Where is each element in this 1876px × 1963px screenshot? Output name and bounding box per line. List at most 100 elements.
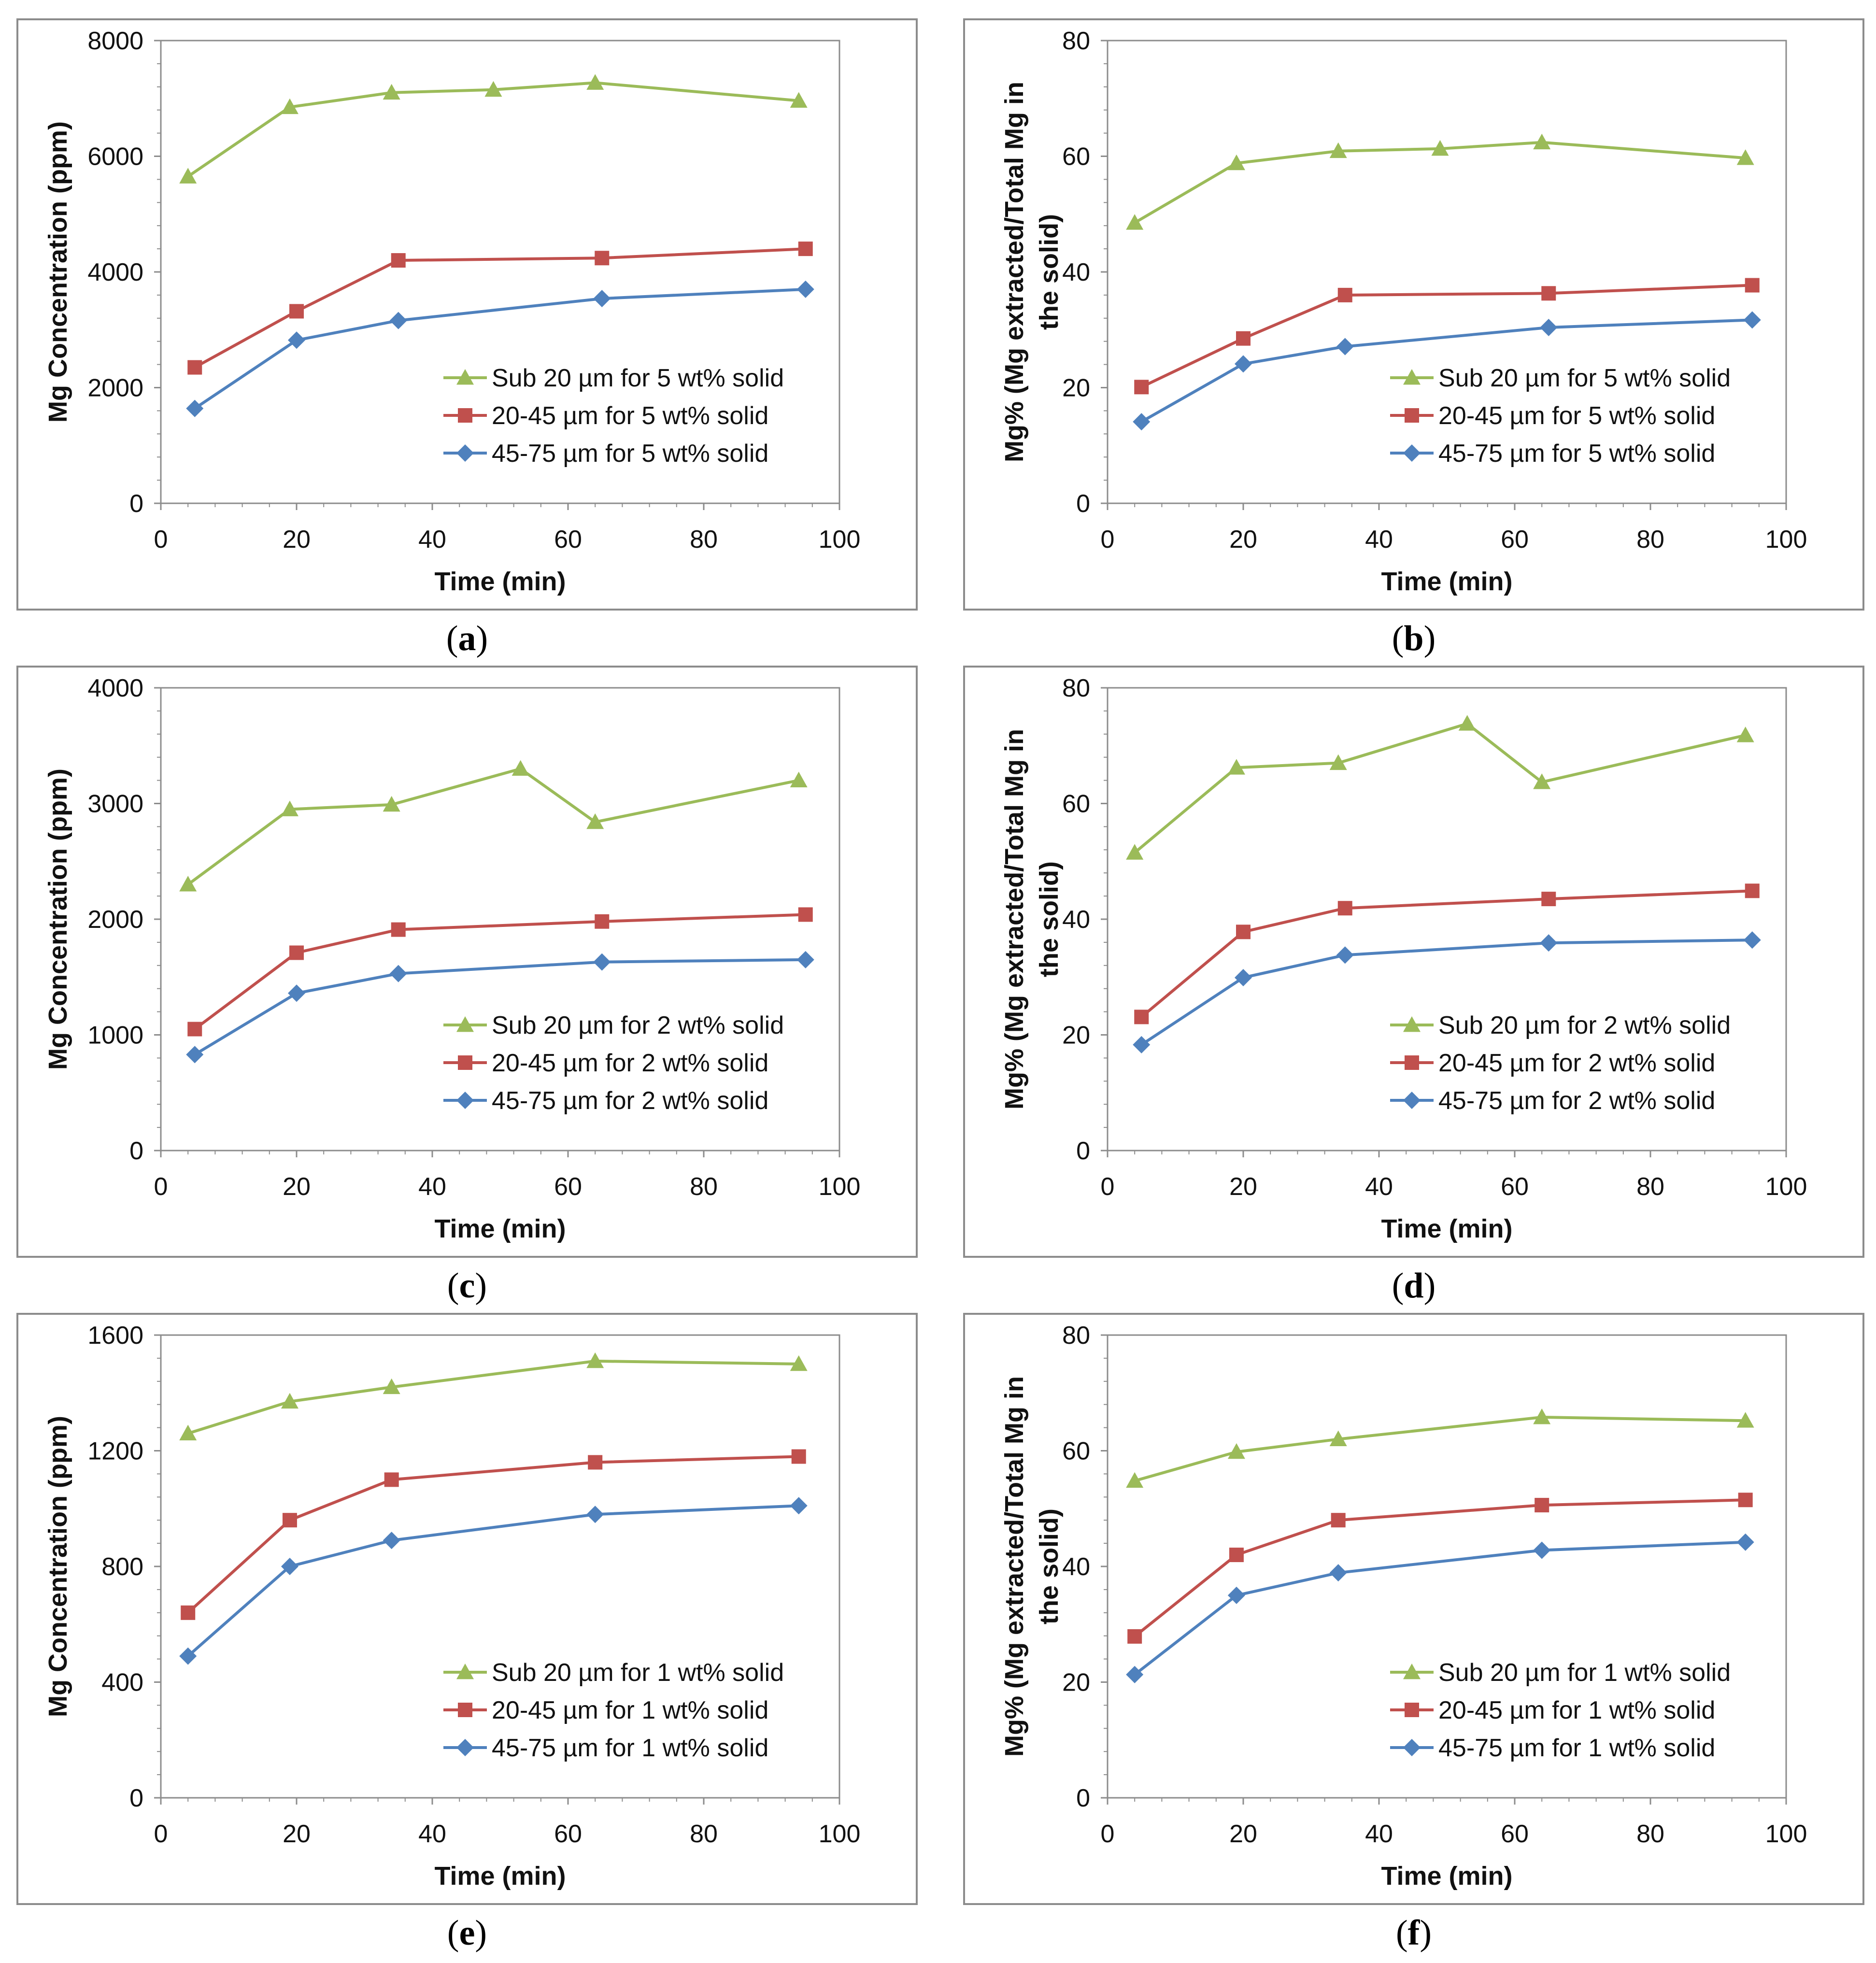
data-point — [586, 813, 604, 829]
data-point — [1736, 149, 1754, 165]
x-tick-label: 80 — [690, 1173, 718, 1201]
data-point — [1431, 140, 1449, 156]
y-tick-label: 800 — [101, 1553, 143, 1581]
data-point — [186, 399, 204, 417]
y-tick-label: 0 — [1076, 1137, 1090, 1165]
series-line — [1134, 1498, 1746, 1638]
x-axis-title: Time (min) — [1381, 1214, 1512, 1243]
legend-marker — [1405, 408, 1419, 423]
y-tick-label: 400 — [101, 1669, 143, 1697]
plot-area — [1107, 1334, 1787, 1799]
data-point — [383, 1378, 400, 1394]
data-point — [187, 360, 202, 375]
series-line — [187, 1359, 799, 1435]
data-point — [1533, 773, 1551, 789]
data-point — [791, 1449, 806, 1464]
legend-label: Sub 20 µm for 1 wt% solid — [492, 1659, 784, 1687]
x-tick-label: 20 — [283, 526, 311, 554]
plot-group: 0 2000 4000 6000 8000 0 20 40 60 80 100 Time (min) M… — [43, 27, 860, 596]
legend-marker — [456, 1092, 474, 1109]
data-point — [384, 1472, 399, 1487]
y-tick-label: 2000 — [87, 906, 143, 934]
legend-marker — [1403, 1092, 1421, 1109]
series-line — [1140, 889, 1752, 1018]
data-point — [790, 1497, 808, 1515]
x-tick-label: 100 — [1765, 1173, 1807, 1201]
data-point — [1458, 715, 1476, 731]
x-tick-label: 40 — [418, 1173, 446, 1201]
x-tick-label: 20 — [1229, 1820, 1257, 1848]
data-point — [179, 876, 197, 892]
legend-marker — [1405, 1703, 1419, 1717]
legend-label: 20-45 µm for 5 wt% solid — [492, 402, 768, 430]
data-point — [1126, 1665, 1144, 1683]
x-tick-label: 20 — [1229, 526, 1257, 554]
data-point — [1533, 133, 1551, 150]
series-line — [194, 958, 806, 1056]
legend-marker — [1403, 1739, 1421, 1756]
data-point — [1540, 934, 1558, 952]
y-axis-title: Mg Concentration (ppm) — [43, 1416, 72, 1717]
data-point — [1736, 726, 1754, 742]
y-axis-title: Mg Concentration (ppm) — [43, 768, 72, 1070]
x-tick-label: 60 — [1501, 1173, 1529, 1201]
caption-a: (a) — [446, 619, 488, 658]
caption-b: (b) — [1392, 619, 1436, 658]
y-tick-label: 20 — [1062, 374, 1090, 402]
y-tick-label: 40 — [1062, 906, 1090, 934]
series-line — [1134, 1416, 1746, 1482]
x-tick-label: 80 — [1636, 1173, 1664, 1201]
data-point — [790, 1355, 808, 1371]
legend-marker — [458, 408, 472, 423]
legend-marker — [458, 1703, 472, 1717]
legend-marker — [1403, 1016, 1421, 1032]
chart-panel-b: 0 20 40 60 80 0 20 40 60 80 100 Time (min) Mg% (Mg e… — [963, 18, 1864, 611]
y-axis-title: Mg% (Mg extracted/Total Mg in the solid) — [1000, 1376, 1064, 1757]
data-point — [281, 800, 298, 816]
x-tick-label: 20 — [1229, 1173, 1257, 1201]
data-point — [282, 1513, 297, 1528]
legend-label: 45-75 µm for 5 wt% solid — [492, 440, 768, 468]
data-point — [1743, 311, 1761, 329]
chart-panel-e: 0 400 800 1200 1600 0 20 40 60 80 100 Time (min) Mg … — [16, 1313, 918, 1905]
data-point — [1533, 1408, 1551, 1424]
legend-marker — [458, 1055, 472, 1070]
x-tick-label: 0 — [1101, 526, 1115, 554]
y-tick-label: 20 — [1062, 1022, 1090, 1050]
data-point — [383, 1532, 400, 1550]
data-point — [179, 168, 197, 184]
x-tick-label: 80 — [690, 526, 718, 554]
data-point — [383, 796, 400, 812]
data-point — [798, 907, 813, 922]
data-point — [512, 760, 529, 776]
y-tick-label: 0 — [129, 490, 143, 518]
caption-f: (f) — [1396, 1913, 1432, 1953]
data-point — [1743, 931, 1761, 949]
y-axis-title: Mg% (Mg extracted/Total Mg in the solid) — [1000, 729, 1064, 1110]
x-axis-title: Time (min) — [434, 1862, 566, 1891]
data-point — [1227, 1586, 1245, 1604]
data-point — [281, 1393, 298, 1409]
data-point — [586, 74, 604, 90]
y-axis-title: Mg% (Mg extracted/Total Mg in the solid) — [1000, 82, 1064, 462]
y-tick-label: 4000 — [87, 674, 143, 702]
chart-f-svg: 0 20 40 60 80 0 20 40 60 80 100 Time (min) Mg% (Mg e… — [1000, 1322, 1807, 1891]
data-point — [1329, 142, 1347, 158]
y-tick-label: 40 — [1062, 258, 1090, 286]
y-axis-title-line: Mg% (Mg extracted/Total Mg in — [1000, 1376, 1029, 1757]
caption-c: (c) — [447, 1266, 487, 1306]
data-point — [1236, 331, 1251, 346]
x-axis-title: Time (min) — [434, 567, 566, 596]
y-tick-label: 4000 — [87, 258, 143, 286]
chart-panel-d: 0 20 40 60 80 0 20 40 60 80 100 Time (min) Mg% (Mg e… — [963, 666, 1864, 1258]
legend-marker — [456, 1739, 474, 1756]
legend-marker — [1405, 1055, 1419, 1070]
data-point — [1126, 214, 1144, 230]
x-tick-label: 60 — [554, 1820, 582, 1848]
y-tick-label: 20 — [1062, 1669, 1090, 1697]
legend-label: Sub 20 µm for 5 wt% solid — [492, 364, 784, 392]
data-point — [1126, 1472, 1144, 1488]
legend-label: 45-75 µm for 2 wt% solid — [1438, 1087, 1715, 1115]
data-point — [595, 251, 610, 266]
y-tick-label: 40 — [1062, 1553, 1090, 1581]
